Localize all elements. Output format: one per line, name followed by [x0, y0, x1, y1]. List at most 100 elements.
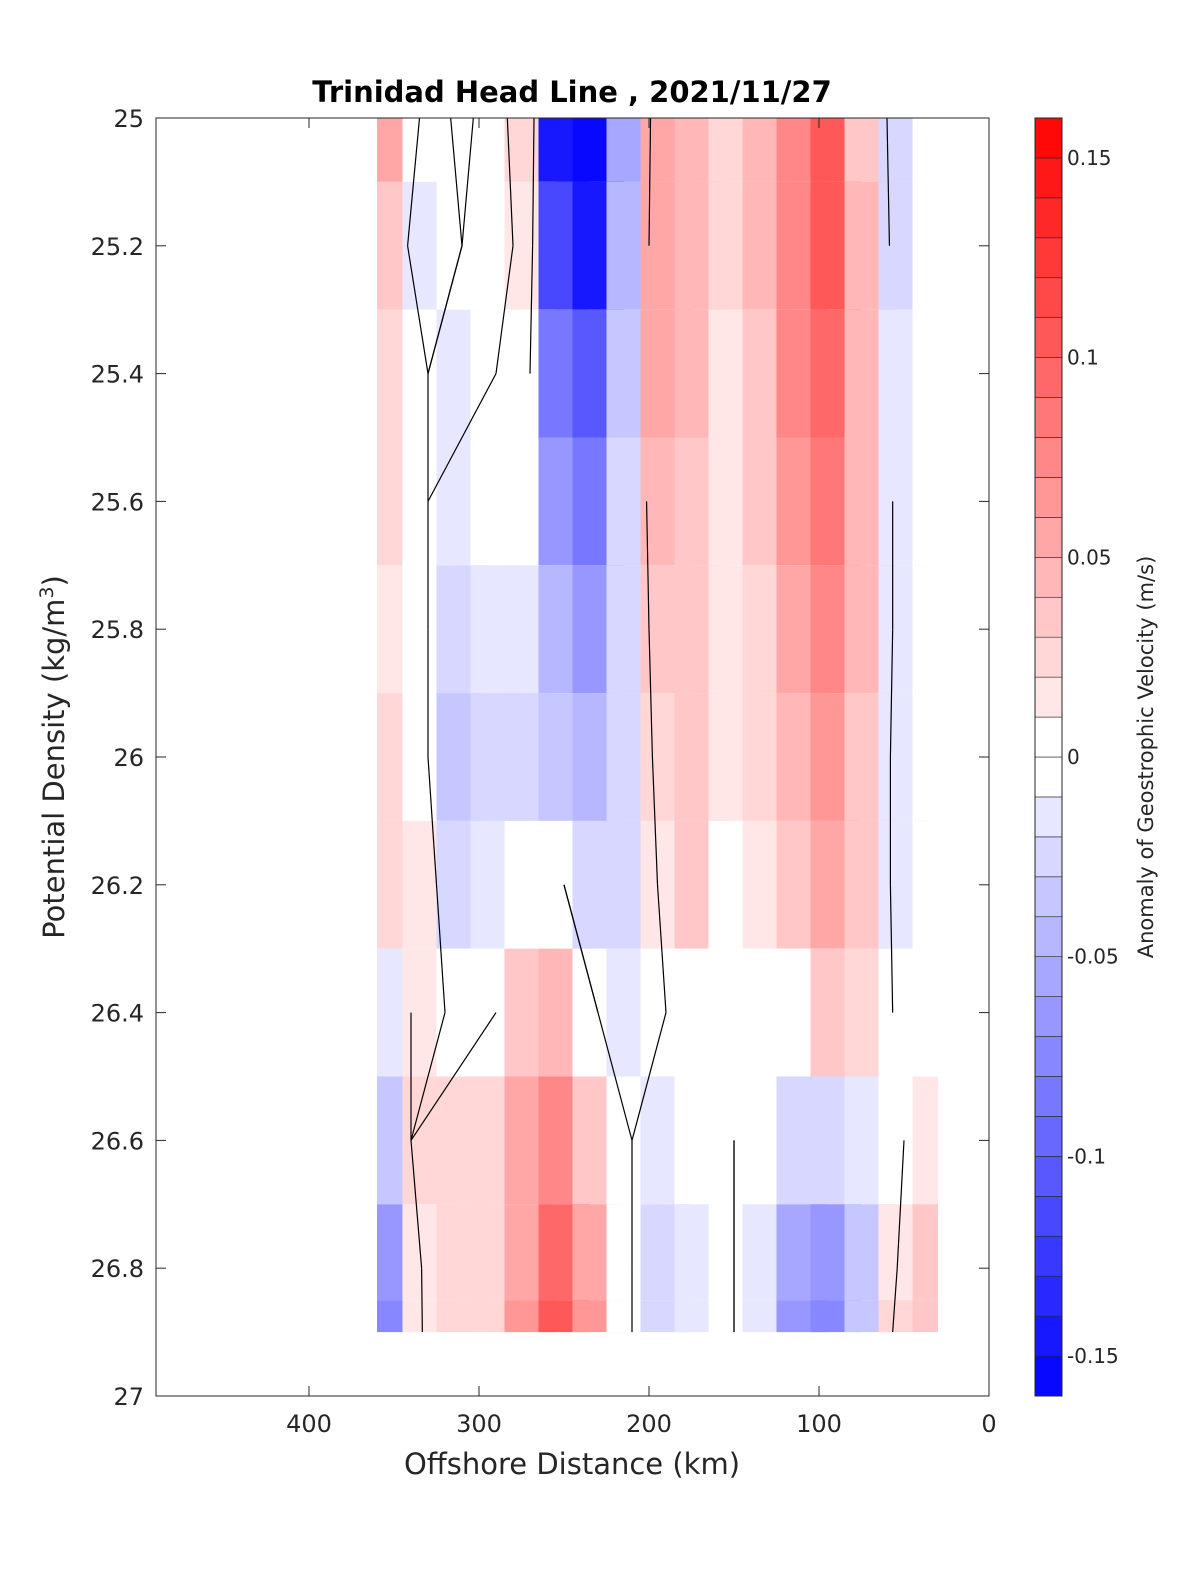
- heatmap-cell: [377, 437, 403, 566]
- zero-contour-segment: [886, 117, 891, 246]
- colorbar-block: [1034, 117, 1063, 159]
- heatmap-cell: [377, 1204, 403, 1301]
- heatmap-cell: [377, 118, 403, 182]
- zero-contour-segment: [597, 1012, 633, 1141]
- colorbar-block: [1034, 517, 1063, 558]
- y-tick-label: 25: [113, 105, 144, 133]
- colorbar-block: [1034, 357, 1063, 398]
- heatmap-cell: [912, 437, 938, 566]
- colorbar-block: [1034, 756, 1063, 798]
- colorbar-block: [1034, 237, 1063, 279]
- colorbar-block: [1034, 1355, 1063, 1397]
- y-tick-label: 25.2: [91, 233, 144, 261]
- colorbar-block: [1034, 676, 1063, 718]
- x-tick-label: 300: [456, 1410, 502, 1438]
- heatmap-cell: [377, 820, 403, 949]
- colorbar-frame: [1034, 117, 1063, 1397]
- zero-contour-segment: [656, 884, 667, 1013]
- y-tick-label: 26.8: [91, 1255, 144, 1283]
- x-axis-label: Offshore Distance (km): [404, 1447, 740, 1481]
- colorbar-block: [1034, 1235, 1063, 1277]
- colorbar-ticks: 0.15 0.1 0.05 0 -0.05 -0.1 -0.15: [1067, 146, 1119, 1368]
- zero-contour-segment: [892, 1268, 898, 1333]
- zero-contour-segment: [651, 756, 659, 885]
- heatmap-cell: [377, 565, 403, 694]
- x-tick-label: 200: [626, 1410, 672, 1438]
- zero-contour-segment: [631, 1012, 667, 1141]
- colorbar-tick-label: -0.1: [1067, 1144, 1106, 1168]
- y-tick-label: 26.4: [91, 1000, 144, 1028]
- zero-contour-segment: [461, 117, 474, 246]
- zero-contour-segment: [427, 373, 497, 502]
- y-tick-label: 27: [113, 1383, 144, 1411]
- colorbar-block: [1034, 956, 1063, 997]
- heatmap-cell: [912, 1204, 938, 1301]
- zero-contour-segment: [495, 245, 514, 374]
- zero-contour-segment: [896, 1140, 905, 1269]
- colorbar-tick-label: -0.15: [1067, 1344, 1119, 1368]
- y-tick-label: 26.2: [91, 872, 144, 900]
- colorbar-block: [1034, 916, 1063, 957]
- zero-contour-segment: [889, 884, 894, 1013]
- zero-contour-segment: [410, 1140, 423, 1269]
- heatmap-cell: [912, 1300, 938, 1333]
- colorbar-block: [1034, 836, 1063, 878]
- colorbar-block: [1034, 1196, 1063, 1237]
- zero-contour-segment: [410, 1012, 446, 1141]
- y-tick-label: 26: [113, 744, 144, 772]
- colorbar-block: [1034, 397, 1063, 438]
- zero-contour-segment: [421, 1268, 423, 1333]
- heatmap-cell: [912, 1076, 938, 1205]
- x-tick-label: 100: [796, 1410, 842, 1438]
- colorbar-block: [1034, 157, 1063, 199]
- zero-contour-segment: [450, 117, 463, 246]
- zero-contour-segment: [407, 117, 421, 246]
- colorbar-tick-label: 0: [1067, 745, 1080, 769]
- y-tick-label: 25.4: [91, 361, 144, 389]
- colorbar-block: [1034, 1315, 1063, 1357]
- colorbar-block: [1034, 197, 1063, 239]
- plot-area: 400 300 200 100 0 25 25.2 25.4 25.6 25.8 26 26.2 26…: [91, 105, 997, 1438]
- colorbar-label: Anomaly of Geostrophic Velocity (m/s): [1134, 556, 1158, 959]
- colorbar-block: [1034, 596, 1063, 638]
- colorbar-blocks: [1034, 117, 1063, 1397]
- colorbar-tick-label: -0.05: [1067, 945, 1119, 969]
- zero-contour-segment: [506, 117, 514, 246]
- zero-contour-segment: [435, 884, 446, 1013]
- colorbar-block: [1034, 557, 1063, 598]
- colorbar: 0.15 0.1 0.05 0 -0.05 -0.1 -0.15: [1034, 117, 1119, 1397]
- heatmap-cell: [912, 693, 938, 821]
- colorbar-block: [1034, 716, 1063, 758]
- heatmap-cell: [377, 948, 403, 1077]
- y-axis-label-main: Potential Density (kg/m: [37, 599, 71, 939]
- chart-title: Trinidad Head Line , 2021/11/27: [312, 75, 832, 109]
- zero-contour-segment: [427, 756, 438, 885]
- y-tick-label: 25.8: [91, 616, 144, 644]
- colorbar-block: [1034, 277, 1063, 318]
- y-axis-label-superscript: 3: [36, 586, 58, 598]
- zero-contour-segment: [889, 629, 894, 758]
- zero-contour-segment: [407, 245, 429, 374]
- colorbar-block: [1034, 1036, 1063, 1077]
- heatmap-cell: [377, 1076, 403, 1205]
- heatmap-cells: [377, 118, 938, 1333]
- colorbar-block: [1034, 1116, 1063, 1157]
- zero-contours: [407, 117, 905, 1333]
- colorbar-tick-label: 0.15: [1067, 146, 1112, 170]
- x-tick-label: 0: [981, 1410, 996, 1438]
- colorbar-tick-label: 0.1: [1067, 346, 1099, 370]
- y-tick-label: 25.6: [91, 488, 144, 516]
- colorbar-block: [1034, 317, 1063, 358]
- heatmap-cell: [377, 1300, 403, 1333]
- colorbar-block: [1034, 876, 1063, 918]
- colorbar-block: [1034, 1076, 1063, 1117]
- zero-contour-segment: [563, 884, 599, 1013]
- colorbar-block: [1034, 1156, 1063, 1197]
- heatmap-cell: [912, 309, 938, 438]
- heatmap-cell: [377, 181, 403, 310]
- y-axis-ticks: 25 25.2 25.4 25.6 25.8 26 26.2 26.4 26.6 26.8 27: [91, 105, 989, 1411]
- colorbar-block: [1034, 636, 1063, 678]
- zero-contour-segment: [645, 501, 650, 630]
- zero-contour-segment: [648, 117, 652, 246]
